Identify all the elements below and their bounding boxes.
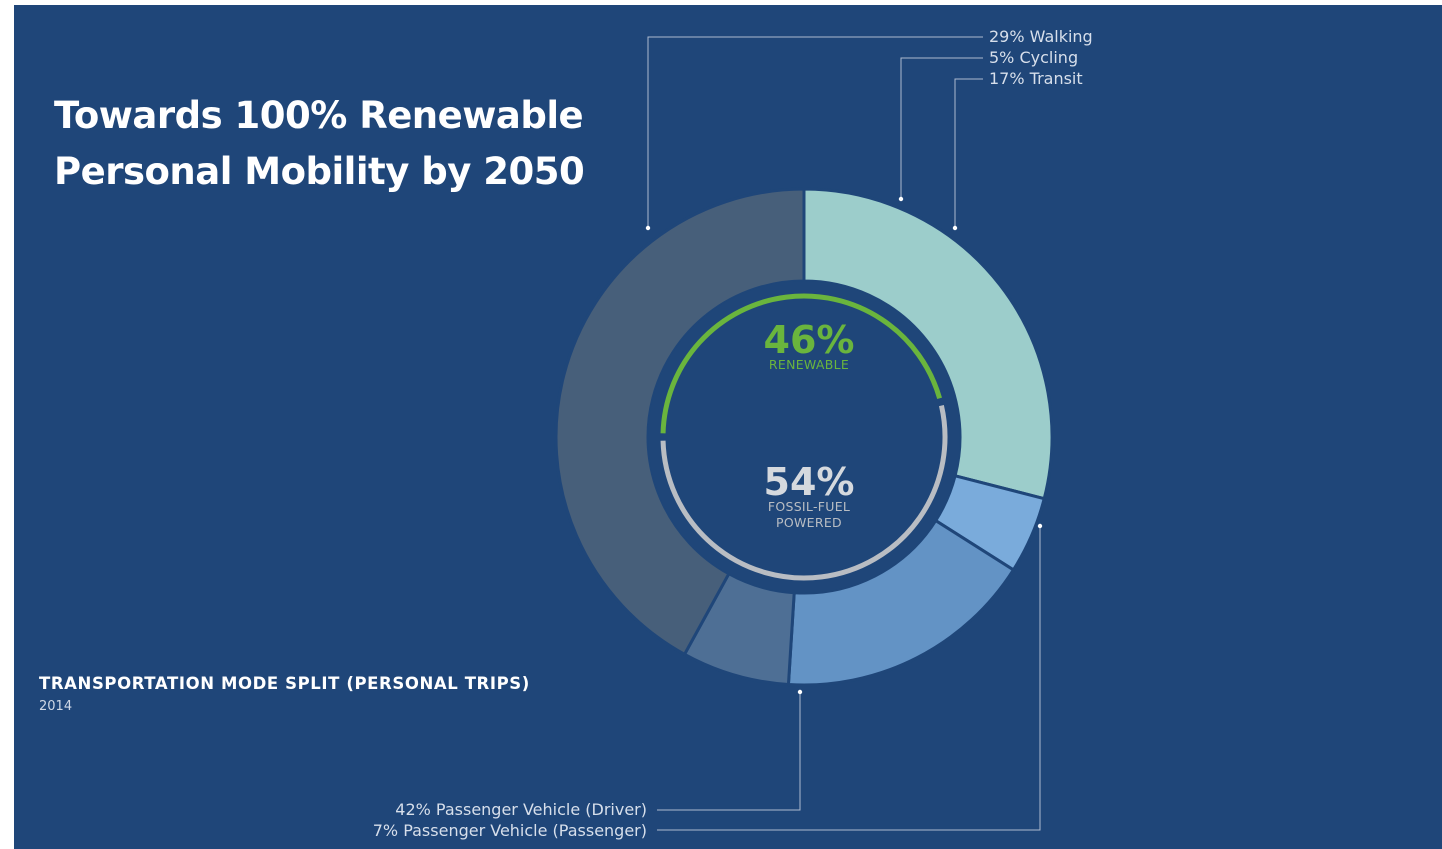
label-passenger-vehicle-driver: 42% Passenger Vehicle (Driver) xyxy=(395,800,647,819)
slice-passenger-vehicle-driver xyxy=(554,187,806,657)
label-passenger-vehicle-passenger: 7% Passenger Vehicle (Passenger) xyxy=(373,821,647,840)
fossil-fuel-percent: 54% xyxy=(764,460,855,504)
leader-passenger xyxy=(657,526,1041,831)
inner-split-ring xyxy=(660,293,948,581)
headline-line-1: Towards 100% Renewable xyxy=(54,94,584,137)
fossil-fuel-caption-line-1: FOSSIL-FUEL xyxy=(768,499,850,514)
leader-dot-passenger xyxy=(1037,523,1043,529)
inner-arc-fossil-fuel xyxy=(660,404,948,581)
chart-caption-year: 2014 xyxy=(39,699,73,714)
renewable-percent: 46% xyxy=(764,318,855,362)
inner-hole xyxy=(648,281,960,593)
leader-dot-driver xyxy=(797,689,803,695)
fossil-fuel-caption-line-2: POWERED xyxy=(776,515,842,530)
label-cycling: 5% Cycling xyxy=(989,48,1078,67)
renewable-caption: RENEWABLE xyxy=(769,357,849,372)
donut-slices xyxy=(554,187,1054,687)
leader-dot-transit xyxy=(952,225,958,231)
inner-arc-renewable xyxy=(660,293,943,434)
leader-lines xyxy=(645,36,1043,831)
headline-line-2: Personal Mobility by 2050 xyxy=(54,150,585,193)
leader-dot-walking xyxy=(645,225,651,231)
label-walking: 29% Walking xyxy=(989,27,1093,46)
leader-transit xyxy=(954,78,983,228)
leader-driver xyxy=(657,692,801,811)
leader-dot-cycling xyxy=(898,196,904,202)
leader-cycling xyxy=(900,57,983,199)
leader-walking xyxy=(647,36,983,228)
chart-caption-title: TRANSPORTATION MODE SPLIT (PERSONAL TRIP… xyxy=(39,674,530,693)
label-transit: 17% Transit xyxy=(989,69,1083,88)
headline: Towards 100% Renewable Personal Mobility… xyxy=(54,88,585,200)
